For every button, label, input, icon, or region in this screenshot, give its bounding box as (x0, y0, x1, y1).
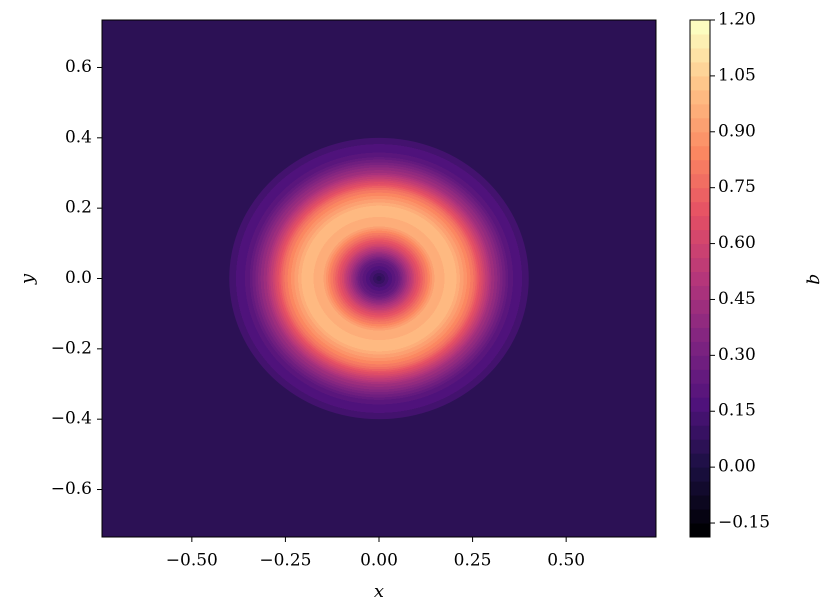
y-axis-label: y (17, 273, 38, 285)
colorbar-band (690, 229, 710, 245)
colorbar-band (690, 61, 710, 77)
colorbar-band (690, 89, 710, 105)
y-tick-label: −0.2 (51, 338, 92, 358)
colorbar-tick-label: 0.15 (718, 401, 756, 421)
colorbar-band (690, 159, 710, 175)
colorbar-band (690, 495, 710, 510)
colorbar-band (690, 467, 710, 482)
colorbar-label: q (805, 273, 826, 285)
y-tick-label: 0.4 (65, 127, 92, 147)
colorbar-band (690, 103, 710, 119)
colorbar-band (690, 509, 710, 524)
colorbar-tick-label: 0.60 (718, 233, 756, 253)
colorbar-tick-label: 0.75 (718, 177, 756, 197)
y-tick-label: −0.6 (51, 479, 92, 499)
x-tick-label: 0.00 (360, 551, 398, 571)
colorbar-band (690, 341, 710, 356)
x-tick-label: −0.25 (259, 551, 311, 571)
colorbar-tick-label: −0.15 (718, 513, 770, 533)
colorbar-tick-label: 0.90 (718, 121, 756, 141)
field (229, 137, 529, 420)
x-tick-label: 0.25 (454, 551, 492, 571)
colorbar-band (690, 187, 710, 203)
y-tick-label: 0.6 (65, 57, 92, 77)
colorbar-tick-label: 1.05 (718, 65, 756, 85)
colorbar-band (690, 355, 710, 370)
colorbar-band (690, 369, 710, 384)
colorbar-band (690, 47, 710, 63)
y-tick-label: −0.4 (51, 409, 92, 429)
colorbar-band (690, 439, 710, 454)
colorbar-band (690, 411, 710, 426)
colorbar-band (690, 75, 710, 91)
colorbar-band (690, 117, 710, 133)
colorbar-band (690, 173, 710, 189)
colorbar-band (690, 20, 710, 35)
colorbar-band (690, 201, 710, 217)
colorbar-band (690, 285, 710, 300)
colorbar-band (690, 383, 710, 398)
colorbar-band (690, 257, 710, 273)
colorbar-band (690, 313, 710, 328)
x-axis-label: x (374, 581, 384, 602)
y-tick-label: 0.2 (65, 198, 92, 218)
x-tick-label: −0.50 (166, 551, 218, 571)
colorbar-tick-label: 0.00 (718, 457, 756, 477)
x-tick-label: 0.50 (547, 551, 585, 571)
colorbar-band (690, 327, 710, 342)
colorbar-tick-label: 1.20 (718, 10, 756, 30)
colorbar-tick-label: 0.30 (718, 345, 756, 365)
contour-field (229, 137, 529, 420)
colorbar-band (690, 481, 710, 496)
colorbar-tick-label: 0.45 (718, 289, 756, 309)
y-tick-label: 0.0 (65, 268, 92, 288)
colorbar-band (690, 145, 710, 161)
colorbar-band (690, 215, 710, 231)
colorbar-band (690, 243, 710, 259)
colorbar-frame (689, 19, 711, 538)
colorbar-band (690, 523, 710, 538)
colorbar-band (690, 425, 710, 440)
colorbar-band (690, 271, 710, 286)
colorbar-band (690, 131, 710, 147)
colorbar-band (690, 299, 710, 314)
colorbar-band (690, 33, 710, 49)
colorbar-band (690, 453, 710, 468)
colorbar-band (690, 397, 710, 412)
